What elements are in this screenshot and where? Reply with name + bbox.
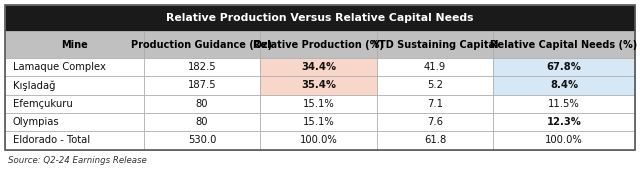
Bar [377,113,493,131]
Bar [260,58,377,76]
Bar [260,131,377,150]
Text: 7.1: 7.1 [427,99,443,109]
Bar [493,95,635,113]
Text: Eldorado - Total: Eldorado - Total [13,135,90,145]
Text: YTD Sustaining Capital: YTD Sustaining Capital [372,40,498,50]
Bar [143,131,260,150]
Text: Relative Capital Needs (%): Relative Capital Needs (%) [490,40,637,50]
Bar [377,58,493,76]
Text: Olympias: Olympias [13,117,60,127]
Bar [260,95,377,113]
Bar [493,76,635,95]
Bar [5,113,143,131]
Bar [5,31,143,58]
Text: 182.5: 182.5 [188,62,216,72]
Text: 530.0: 530.0 [188,135,216,145]
Text: Relative Production Versus Relative Capital Needs: Relative Production Versus Relative Capi… [166,13,474,23]
Text: Production Guidance (Oz): Production Guidance (Oz) [131,40,273,50]
Text: 15.1%: 15.1% [303,99,334,109]
Text: Relative Production (%): Relative Production (%) [253,40,384,50]
Bar [377,95,493,113]
Text: 34.4%: 34.4% [301,62,336,72]
Bar [377,131,493,150]
Bar [5,5,635,150]
Bar [143,58,260,76]
Text: 12.3%: 12.3% [547,117,582,127]
Text: Source: Q2-24 Earnings Release: Source: Q2-24 Earnings Release [8,156,147,165]
Bar [493,58,635,76]
Bar [260,113,377,131]
Text: Efemçukuru: Efemçukuru [13,99,72,109]
Bar [5,58,143,76]
Bar [260,76,377,95]
Bar [5,5,635,31]
Text: 80: 80 [196,99,208,109]
Bar [377,31,493,58]
Text: 61.8: 61.8 [424,135,446,145]
Text: 187.5: 187.5 [188,80,216,90]
Text: Lamaque Complex: Lamaque Complex [13,62,106,72]
Bar [143,95,260,113]
Bar [377,76,493,95]
Text: 11.5%: 11.5% [548,99,580,109]
Bar [5,76,143,95]
Bar [493,113,635,131]
Text: 5.2: 5.2 [427,80,443,90]
Bar [493,31,635,58]
Bar [493,131,635,150]
Bar [260,31,377,58]
Text: 100.0%: 100.0% [545,135,583,145]
Text: 100.0%: 100.0% [300,135,337,145]
Text: 15.1%: 15.1% [303,117,334,127]
Text: 67.8%: 67.8% [547,62,582,72]
Text: 35.4%: 35.4% [301,80,336,90]
Text: 41.9: 41.9 [424,62,446,72]
Text: 8.4%: 8.4% [550,80,578,90]
Bar [143,76,260,95]
Bar [5,131,143,150]
Text: 7.6: 7.6 [427,117,443,127]
Bar [5,95,143,113]
Text: Mine: Mine [61,40,88,50]
Text: 80: 80 [196,117,208,127]
Bar [143,31,260,58]
Text: Kışladağ: Kışladağ [13,80,55,91]
Bar [143,113,260,131]
